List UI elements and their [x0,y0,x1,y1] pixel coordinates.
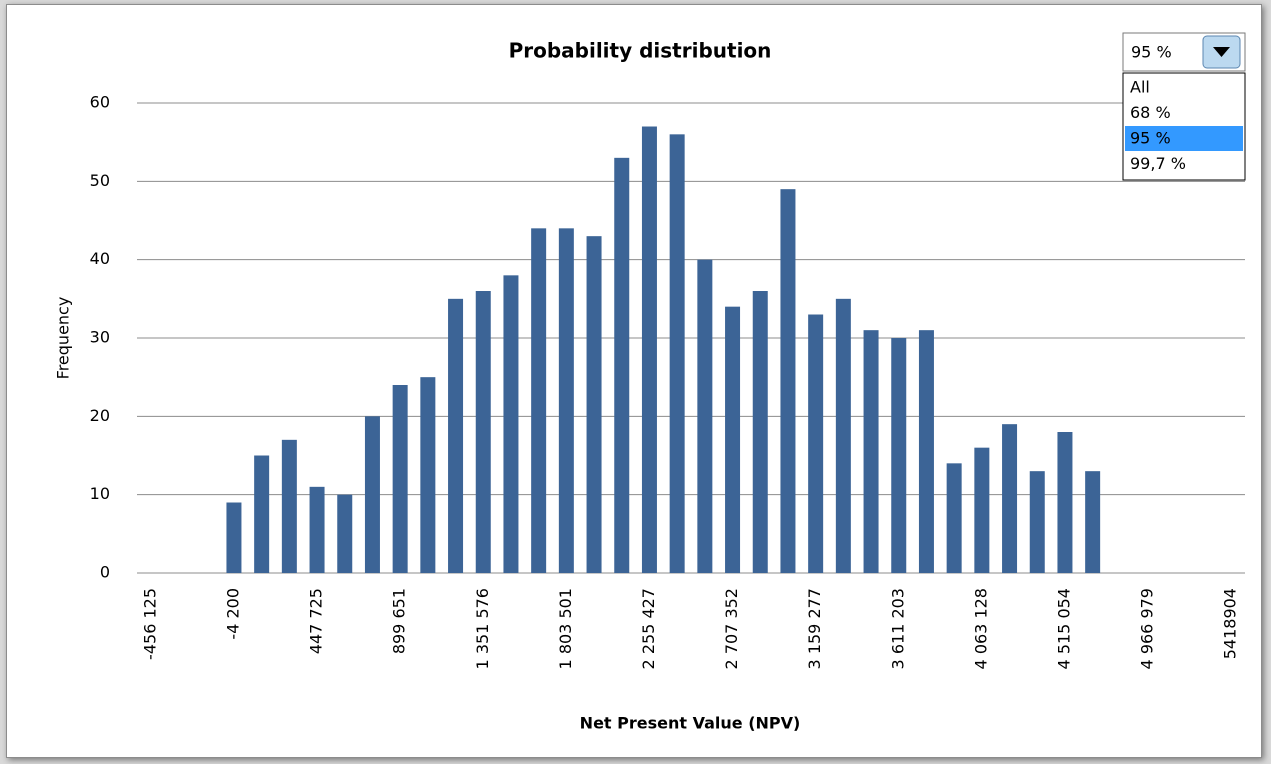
bar [1029,471,1045,573]
y-tick-label: 40 [90,249,110,268]
y-tick-label: 0 [100,563,110,582]
bar [725,306,741,573]
y-tick-label: 20 [90,406,110,425]
x-tick-label: 3 611 203 [888,588,907,669]
bar [891,338,907,573]
y-tick-label: 30 [90,328,110,347]
bar [863,330,879,573]
bar [614,157,630,574]
x-tick-label: 3 159 277 [805,588,824,669]
bar [448,298,464,573]
dropdown-arrow [1213,47,1230,57]
x-tick-label: -4 200 [223,588,242,640]
x-tick-label: 1 351 576 [473,588,492,669]
bar [254,455,270,573]
x-tick-label: 2 255 427 [639,588,658,669]
x-tick-label: 5418904 [1221,588,1240,659]
y-axis-title: Frequency [54,297,73,380]
bar [835,298,851,573]
x-tick-label: 4 515 054 [1054,588,1073,669]
y-tick-label: 50 [90,171,110,190]
bar [226,502,242,573]
chart-frame [6,4,1262,758]
bar [697,259,713,573]
x-tick-label: 899 651 [390,588,409,654]
option-highlight [1125,126,1243,151]
bar [337,494,353,573]
bar [309,486,325,573]
dropdown-selected[interactable]: 95 % [1131,43,1172,62]
bar [586,236,602,573]
bar [918,330,934,573]
bar [752,291,768,573]
x-axis-title: Net Present Value (NPV) [580,714,801,733]
y-tick-label: 60 [90,93,110,112]
bar [974,447,990,573]
bar [1057,432,1073,573]
bar [780,189,796,573]
bar [392,385,408,573]
bar [503,275,519,573]
bar [808,314,824,573]
dropdown[interactable]: 95 % All 68 % 95 % 99,7 % [1122,32,1246,181]
bar [946,463,962,573]
x-tick-label: 2 707 352 [722,588,741,669]
bar [420,377,436,573]
bar [669,134,685,574]
bar [641,126,657,573]
bar [531,228,547,574]
dropdown-option[interactable]: 99,7 % [1130,154,1186,173]
x-tick-label: 447 725 [307,588,326,654]
dropdown-option[interactable]: 95 % [1130,129,1171,148]
chart-title: Probability distribution [509,39,772,63]
x-tick-label: -456 125 [140,588,159,660]
bar [1085,471,1101,573]
bar [475,291,491,573]
dropdown-option[interactable]: 68 % [1130,103,1171,122]
dropdown-option[interactable]: All [1130,78,1150,97]
bar [281,439,297,573]
bar [558,228,574,574]
bar [364,416,380,573]
x-tick-label: 4 966 979 [1138,588,1157,669]
y-tick-label: 10 [90,484,110,503]
x-tick-label: 1 803 501 [556,588,575,669]
bar [1002,424,1018,573]
x-tick-label: 4 063 128 [971,588,990,669]
